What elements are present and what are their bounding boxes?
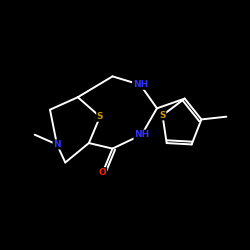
Text: N: N xyxy=(53,140,61,149)
Text: NH: NH xyxy=(133,80,148,89)
Text: NH: NH xyxy=(134,130,149,139)
Text: O: O xyxy=(99,168,107,177)
Text: S: S xyxy=(97,112,103,121)
Text: S: S xyxy=(159,111,166,120)
